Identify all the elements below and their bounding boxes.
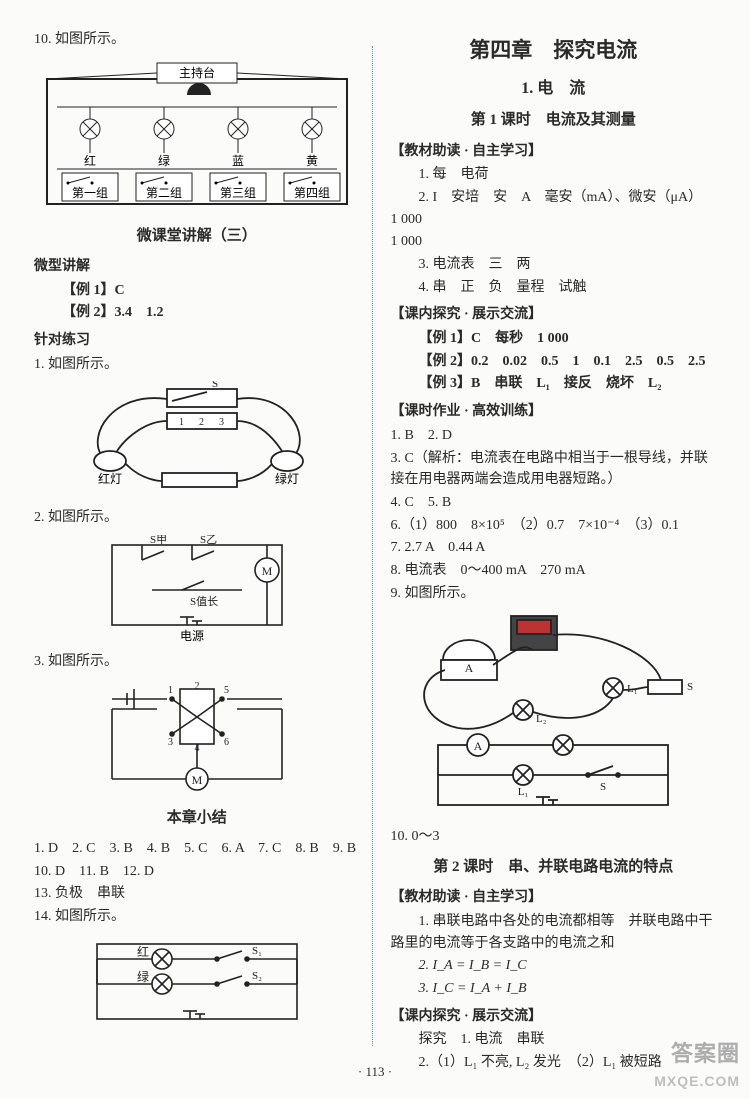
figure-ammeter-circuit: A L₁ L₂ S A — [403, 610, 703, 820]
svg-text:L₁: L₁ — [518, 786, 529, 798]
svg-text:S: S — [600, 781, 606, 793]
summary-line-1: 1. D 2. C 3. B 4. B 5. C 6. A 7. C 8. B … — [34, 838, 360, 860]
chapter-title: 第四章 探究电流 — [391, 34, 717, 67]
svg-text:黄: 黄 — [306, 154, 318, 168]
block-a-title: 【教材助读 · 自主学习】 — [391, 141, 717, 163]
block-e-title: 【课内探究 · 展示交流】 — [391, 1006, 717, 1028]
a4: 4. 串 正 负 量程 试触 — [391, 277, 717, 299]
svg-text:S甲: S甲 — [150, 535, 167, 546]
c3: 3. C（解析：电流表在电路中相当于一根导线，并联接在用电器两端会造成用电器短路… — [391, 448, 717, 491]
svg-text:A: A — [474, 739, 483, 753]
left-column: 10. 如图所示。 主持台 红 — [34, 28, 372, 1050]
svg-text:绿: 绿 — [137, 969, 149, 984]
micro-lecture-label: 微型讲解 — [34, 256, 360, 278]
svg-text:M: M — [261, 564, 272, 578]
svg-text:电源: 电源 — [180, 629, 204, 643]
figure-hosts-circuit: 主持台 红 第一组 — [42, 57, 352, 217]
practice-label: 针对练习 — [34, 330, 360, 352]
svg-text:S₁: S₁ — [252, 945, 262, 957]
svg-text:S值长: S值长 — [190, 595, 218, 608]
c10: 10. 0～3 — [391, 826, 717, 848]
a2b: 1 000 — [391, 231, 717, 253]
figure-dual-switch: 1 2 5 3 4 6 M — [102, 679, 292, 799]
figure-red-green-lamp: S 1 2 3 红灯 绿灯 — [72, 381, 322, 501]
svg-text:5: 5 — [224, 685, 229, 696]
figure-motor-circuit: S甲 S乙 M S值长 电源 — [92, 535, 302, 645]
right-column: 第四章 探究电流 1. 电 流 第 1 课时 电流及其测量 【教材助读 · 自主… — [373, 28, 717, 1050]
section-1-title: 1. 电 流 — [391, 77, 717, 102]
summary-line-3: 13. 负极 串联 — [34, 883, 360, 905]
c4: 4. C 5. B — [391, 492, 717, 514]
block-d-title: 【教材助读 · 自主学习】 — [391, 887, 717, 909]
c1: 1. B 2. D — [391, 425, 717, 447]
practice-1: 1. 如图所示。 — [34, 354, 360, 376]
svg-text:第二组: 第二组 — [146, 186, 182, 200]
b1: 【例 1】C 每秒 1 000 — [391, 328, 717, 350]
svg-text:第四组: 第四组 — [294, 186, 330, 200]
svg-text:绿: 绿 — [158, 153, 170, 168]
chapter-summary-title: 本章小结 — [34, 807, 360, 830]
d1: 1. 串联电路中各处的电流都相等 并联电路中干路里的电流等于各支路中的电流之和 — [391, 911, 717, 954]
svg-text:蓝: 蓝 — [232, 154, 244, 168]
lesson-2-title: 第 2 课时 串、并联电路电流的特点 — [391, 856, 717, 879]
svg-text:绿灯: 绿灯 — [275, 471, 299, 486]
watermark-line-1: 答案圈 — [654, 1037, 740, 1071]
svg-text:1: 1 — [168, 685, 173, 696]
svg-text:第三组: 第三组 — [220, 186, 256, 200]
svg-text:3: 3 — [219, 417, 224, 428]
micro-class-title: 微课堂讲解（三） — [34, 225, 360, 248]
svg-text:2: 2 — [194, 681, 199, 692]
svg-text:A: A — [465, 661, 474, 675]
svg-text:2: 2 — [199, 417, 204, 428]
a3: 3. 电流表 三 两 — [391, 254, 717, 276]
b3: 【例 3】B 串联 L₁ 接反 烧坏 L₂ — [391, 373, 717, 395]
a2: 2. I 安培 安 A 毫安（mA）、微安（μA） 1 000 — [391, 187, 717, 230]
d2: 2. I_A = I_B = I_C — [391, 955, 717, 977]
svg-text:S: S — [212, 381, 218, 390]
example-1: 【例 1】C — [34, 280, 360, 302]
figure-parallel-lamps: 红 S₁ 绿 S₂ — [82, 934, 312, 1029]
svg-text:3: 3 — [168, 737, 173, 748]
watermark: 答案圈 MXQE.COM — [654, 1037, 740, 1093]
a1: 1. 每 电荷 — [391, 164, 717, 186]
summary-line-4: 14. 如图所示。 — [34, 906, 360, 928]
item-10: 10. 如图所示。 — [34, 29, 360, 51]
svg-text:S乙: S乙 — [200, 535, 217, 546]
watermark-line-2: MXQE.COM — [654, 1071, 740, 1093]
c7: 7. 2.7 A 0.44 A — [391, 537, 717, 559]
summary-line-2: 10. D 11. B 12. D — [34, 861, 360, 883]
svg-text:6: 6 — [224, 737, 229, 748]
d3: 3. I_C = I_A + I_B — [391, 978, 717, 1000]
practice-2: 2. 如图所示。 — [34, 507, 360, 529]
svg-text:S: S — [687, 681, 693, 693]
block-b-title: 【课内探究 · 展示交流】 — [391, 304, 717, 326]
svg-text:红灯: 红灯 — [98, 471, 122, 486]
host-label: 主持台 — [179, 65, 215, 80]
c9: 9. 如图所示。 — [391, 583, 717, 605]
c6: 6.（1）800 8×10⁵ （2）0.7 7×10⁻⁴ （3）0.1 — [391, 515, 717, 537]
lesson-1-title: 第 1 课时 电流及其测量 — [391, 109, 717, 132]
svg-text:第一组: 第一组 — [72, 186, 108, 200]
b2: 【例 2】0.2 0.02 0.5 1 0.1 2.5 0.5 2.5 — [391, 351, 717, 373]
svg-text:S₂: S₂ — [252, 970, 262, 982]
page: 10. 如图所示。 主持台 红 — [0, 0, 750, 1060]
practice-3: 3. 如图所示。 — [34, 651, 360, 673]
svg-text:M: M — [191, 773, 202, 787]
example-2: 【例 2】3.4 1.2 — [34, 302, 360, 324]
c8: 8. 电流表 0～400 mA 270 mA — [391, 560, 717, 582]
svg-text:1: 1 — [179, 417, 184, 428]
block-c-title: 【课时作业 · 高效训练】 — [391, 401, 717, 423]
svg-text:红: 红 — [137, 944, 149, 959]
svg-text:红: 红 — [84, 153, 96, 168]
